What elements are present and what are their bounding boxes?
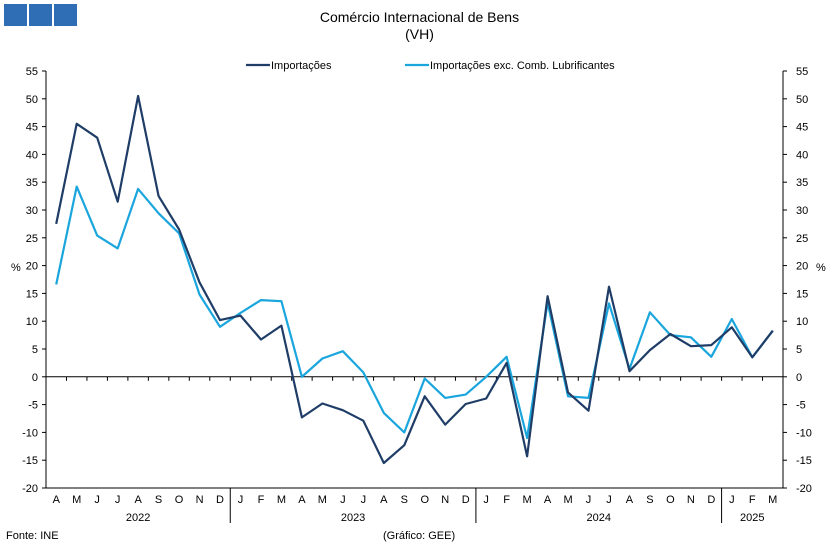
x-tick-label: F: [503, 494, 510, 506]
x-tick-label: O: [666, 494, 675, 506]
y-tick-label-right: -20: [796, 483, 812, 495]
x-tick-label: A: [380, 494, 388, 506]
y-tick-label-left: 0: [32, 372, 38, 384]
x-tick-label: J: [238, 494, 244, 506]
y-tick-label-left: -20: [22, 483, 38, 495]
gee-logo: [4, 4, 77, 26]
y-axis-label-right: %: [816, 262, 826, 274]
x-tick-label: D: [462, 494, 470, 506]
y-tick-label-left: 55: [26, 66, 38, 78]
y-tick-label-right: 5: [796, 344, 802, 356]
x-tick-label: D: [216, 494, 224, 506]
x-tick-label: O: [420, 494, 429, 506]
year-label: 2025: [740, 512, 764, 524]
y-tick-label-left: 30: [26, 205, 38, 217]
y-tick-label-right: 20: [796, 261, 808, 273]
x-tick-label: J: [586, 494, 592, 506]
y-tick-label-left: -10: [22, 427, 38, 439]
y-tick-label-left: -15: [22, 455, 38, 467]
y-tick-label-left: 45: [26, 122, 38, 134]
x-tick-label: A: [544, 494, 552, 506]
y-tick-label-right: 40: [796, 149, 808, 161]
y-tick-label-right: 50: [796, 94, 808, 106]
logo-square: [4, 4, 27, 26]
y-tick-label-right: 0: [796, 372, 802, 384]
year-label: 2024: [587, 512, 611, 524]
x-tick-label: S: [646, 494, 653, 506]
x-tick-label: M: [523, 494, 532, 506]
y-tick-label-right: 10: [796, 316, 808, 328]
legend-label: Importações exc. Comb. Lubrificantes: [430, 60, 615, 72]
chart-title-block: Comércio Internacional de Bens (VH): [0, 9, 839, 43]
y-tick-label-right: 15: [796, 288, 808, 300]
source-note: Fonte: INE: [6, 530, 59, 542]
chart-title: Comércio Internacional de Bens: [319, 9, 520, 25]
series-line: [55, 94, 774, 465]
x-tick-label: M: [277, 494, 286, 506]
x-tick-label: S: [401, 494, 408, 506]
y-tick-label-left: 15: [26, 288, 38, 300]
x-tick-label: F: [258, 494, 265, 506]
y-tick-label-right: 35: [796, 177, 808, 189]
x-tick-label: F: [749, 494, 756, 506]
x-tick-label: O: [175, 494, 184, 506]
y-tick-label-left: 20: [26, 261, 38, 273]
x-tick-label: J: [94, 494, 100, 506]
y-tick-label-left: 5: [32, 344, 38, 356]
x-tick-label: A: [298, 494, 306, 506]
x-tick-label: M: [563, 494, 572, 506]
x-tick-label: J: [115, 494, 121, 506]
y-tick-label-right: 25: [796, 233, 808, 245]
logo-square: [29, 4, 52, 26]
x-tick-label: N: [441, 494, 449, 506]
chart-subtitle: (VH): [405, 26, 434, 42]
x-tick-label: J: [483, 494, 489, 506]
x-tick-label: N: [196, 494, 204, 506]
x-tick-label: M: [72, 494, 81, 506]
y-tick-label-left: 10: [26, 316, 38, 328]
y-tick-label-right: 30: [796, 205, 808, 217]
x-tick-label: D: [707, 494, 715, 506]
y-tick-label-left: 35: [26, 177, 38, 189]
year-label: 2023: [341, 512, 365, 524]
y-tick-label-left: -5: [28, 400, 38, 412]
y-tick-label-right: -15: [796, 455, 812, 467]
legend-label: Importações: [271, 60, 332, 72]
y-tick-label-right: -10: [796, 427, 812, 439]
x-tick-label: J: [606, 494, 612, 506]
y-tick-label-right: -5: [796, 400, 806, 412]
y-tick-label-right: 55: [796, 66, 808, 78]
x-tick-label: J: [361, 494, 367, 506]
y-tick-label-left: 40: [26, 149, 38, 161]
year-label: 2022: [126, 512, 150, 524]
x-tick-label: J: [340, 494, 346, 506]
x-tick-label: J: [729, 494, 735, 506]
y-tick-label-left: 50: [26, 94, 38, 106]
x-tick-label: S: [155, 494, 162, 506]
credit-note: (Gráfico: GEE): [383, 530, 456, 542]
x-tick-label: M: [318, 494, 327, 506]
x-tick-label: M: [768, 494, 777, 506]
series-line: [55, 185, 774, 440]
y-tick-label-right: 45: [796, 122, 808, 134]
y-tick-label-left: 25: [26, 233, 38, 245]
x-tick-label: A: [134, 494, 142, 506]
y-axis-label-left: %: [11, 262, 21, 274]
logo-square: [54, 4, 77, 26]
x-tick-label: A: [53, 494, 61, 506]
x-tick-label: N: [687, 494, 695, 506]
x-tick-label: A: [626, 494, 634, 506]
